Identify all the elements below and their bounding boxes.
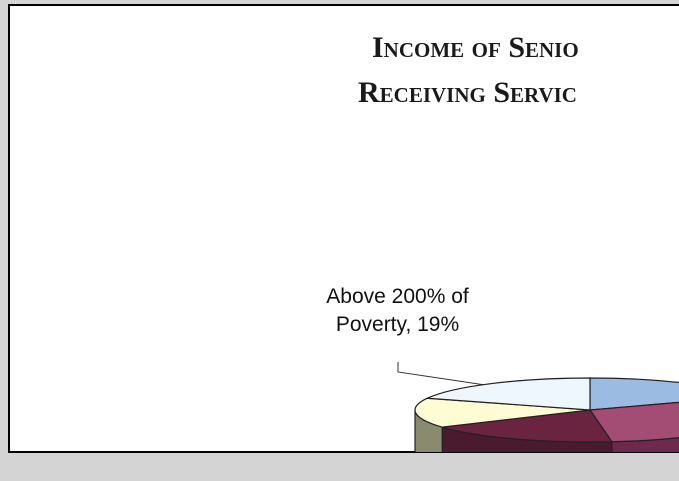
panel xyxy=(8,4,679,453)
slice-label: Above 200% of Poverty, 19% xyxy=(326,285,469,336)
title-line: Income of Senio xyxy=(372,31,579,64)
slice-label: 151% to 200% xyxy=(174,456,311,479)
slice xyxy=(442,409,614,443)
slice xyxy=(427,377,591,411)
leader-line xyxy=(397,362,493,387)
title-line: Receiving Servic xyxy=(358,76,577,109)
slice-side xyxy=(611,436,679,452)
slice xyxy=(588,401,679,443)
slice xyxy=(589,377,679,411)
slice xyxy=(414,397,591,428)
